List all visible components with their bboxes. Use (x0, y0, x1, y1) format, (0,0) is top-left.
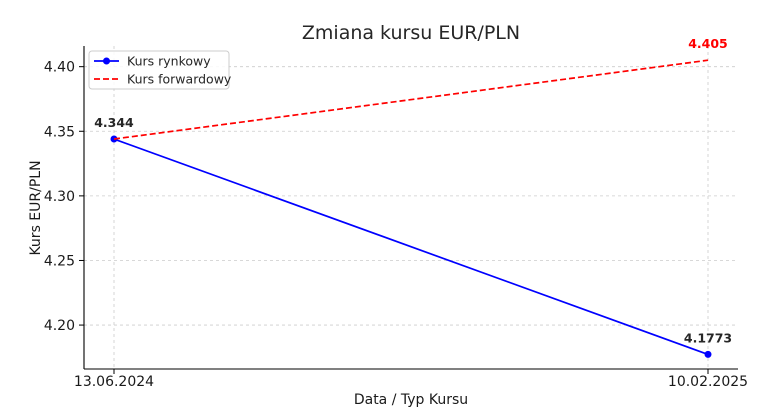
x-axis-label: Data / Typ Kursu (354, 392, 468, 408)
legend-label-0: Kurs rynkowy (127, 54, 211, 69)
chart-title: Zmiana kursu EUR/PLN (302, 22, 520, 44)
data-label-1-1: 4.405 (688, 36, 728, 51)
series-0-point-1 (704, 350, 712, 358)
y-axis-label: Kurs EUR/PLN (28, 160, 44, 255)
legend-box (88, 50, 230, 90)
legend-label-1: Kurs forwardowy (127, 72, 232, 87)
y-tick-label-0: 4.20 (44, 318, 75, 334)
x-axis-ticks: 13.06.2024 10.02.2025 (74, 369, 748, 390)
series-group (110, 59, 712, 358)
data-labels: 4.344 4.1773 4.405 (94, 36, 732, 345)
legend-marker-0 (103, 57, 110, 65)
axes (83, 46, 738, 370)
x-tick-label-1: 10.02.2025 (668, 374, 748, 390)
y-tick-label-2: 4.30 (44, 189, 75, 205)
y-tick-label-4: 4.40 (44, 60, 75, 76)
y-tick-label-1: 4.25 (44, 253, 75, 269)
series-line-0 (113, 138, 709, 356)
grid-lines (84, 46, 738, 369)
y-axis-ticks: 4.20 4.25 4.30 4.35 4.40 (44, 60, 84, 334)
x-tick-label-0: 13.06.2024 (74, 374, 154, 390)
data-label-0-1: 4.1773 (684, 330, 732, 345)
data-label-0-0: 4.344 (94, 115, 134, 130)
y-tick-label-3: 4.35 (44, 124, 75, 140)
legend: Kurs rynkowy Kurs forwardowy (88, 50, 232, 90)
series-line-1 (113, 59, 709, 140)
